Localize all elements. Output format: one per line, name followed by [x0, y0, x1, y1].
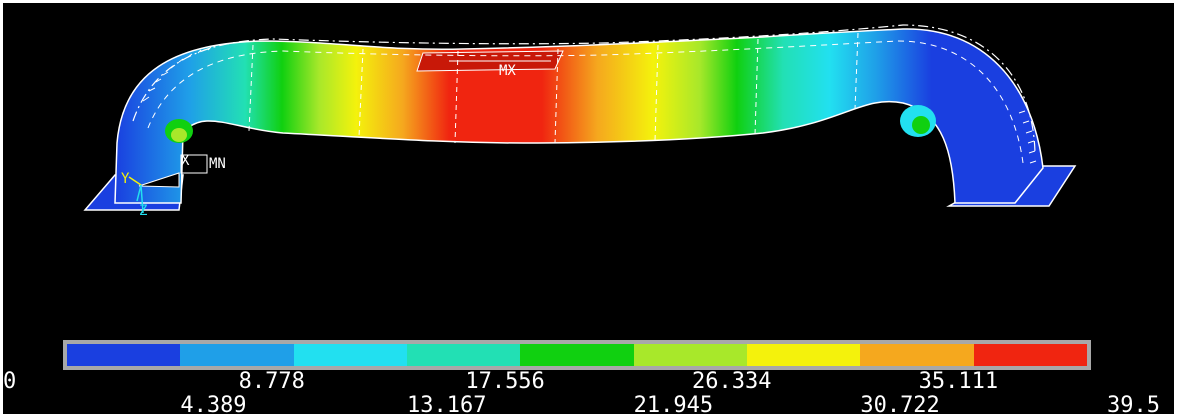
- section-lines: [248, 32, 859, 144]
- min-marker-label: MN: [209, 156, 226, 172]
- legend-bottom-label: 13.167: [407, 393, 487, 415]
- legend-swatch-3: [406, 344, 521, 366]
- legend-top-label: 8.778: [238, 369, 305, 394]
- legend-bottom-label: 39.5: [1107, 393, 1160, 415]
- legend-swatch-5: [633, 344, 747, 366]
- legend-top-label: 35.111: [918, 369, 999, 394]
- min-marker-box: [180, 154, 208, 174]
- undeformed-outline: [132, 24, 1036, 154]
- legend-bottom-label: 21.945: [633, 393, 714, 415]
- legend-swatch-6: [746, 344, 861, 366]
- left-contour-blob-core: [171, 128, 187, 142]
- legend-swatch-1: [180, 344, 294, 366]
- min-marker-cross: X: [181, 153, 190, 169]
- graphics-viewport[interactable]: MX MN X Y Z 0 8.778 17.556 26.334 35.111 4.38…: [3, 3, 1174, 414]
- legend-swatch-7: [860, 344, 974, 366]
- legend-top-label: 26.334: [692, 369, 772, 394]
- triad-z-label: Z: [139, 203, 147, 219]
- left-inner-cut: [138, 172, 180, 188]
- legend-swatch-4: [520, 344, 634, 366]
- coordinate-triad: Y Z: [121, 171, 147, 219]
- deformed-shape-plot[interactable]: MX MN X Y Z: [3, 3, 1174, 414]
- right-arc-ticks: [1018, 110, 1037, 164]
- contour-legend-bar: [63, 340, 1091, 370]
- legend-top-label: 17.556: [465, 369, 545, 394]
- legend-swatch-8: [973, 344, 1087, 366]
- left-arc-ticks: [142, 46, 212, 102]
- legend-swatch-0: [67, 344, 181, 366]
- max-marker-label: MX: [499, 63, 516, 79]
- legend-swatch-2: [293, 344, 407, 366]
- beam-body: [114, 28, 1044, 204]
- right-contour-blob-core: [912, 116, 930, 134]
- legend-top-label: 0: [3, 369, 17, 394]
- undeformed-inner-outline: [147, 40, 1024, 164]
- legend-bottom-label: 30.722: [860, 393, 940, 415]
- legend-bottom-label: 4.389: [180, 393, 247, 415]
- triad-y-label: Y: [121, 171, 130, 187]
